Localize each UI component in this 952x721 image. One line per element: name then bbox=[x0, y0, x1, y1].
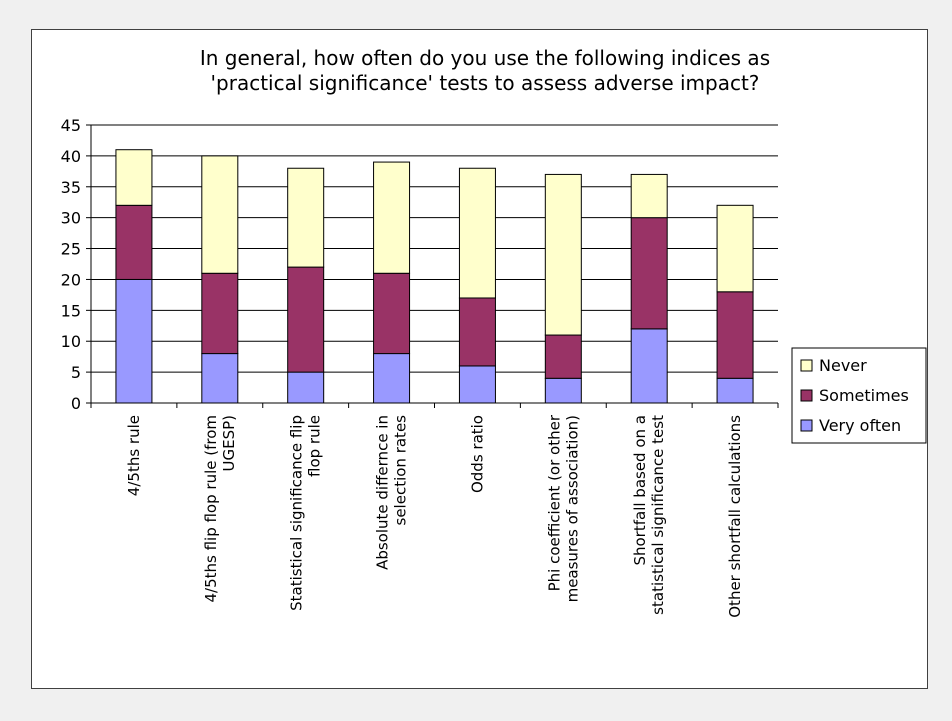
bar-sometimes bbox=[716, 291, 754, 379]
legend-box bbox=[791, 347, 927, 444]
x-category-label: Shortfall based on a bbox=[631, 415, 649, 566]
legend-swatch-never bbox=[800, 359, 813, 372]
y-tick-label: 0 bbox=[71, 394, 81, 413]
chart-area: In general, how often do you use the fol… bbox=[31, 29, 928, 689]
bar-never bbox=[287, 167, 325, 268]
chart-title: In general, how often do you use the fol… bbox=[200, 46, 770, 95]
legend-label: Sometimes bbox=[819, 386, 909, 405]
y-tick-label: 10 bbox=[61, 332, 81, 351]
gridlines bbox=[91, 124, 778, 373]
bar-very-often bbox=[458, 365, 496, 404]
x-category-label: statistical significance test bbox=[649, 415, 667, 615]
axes bbox=[86, 124, 779, 408]
bar-never bbox=[630, 173, 668, 219]
legend-swatch-sometimes bbox=[800, 389, 813, 402]
bar-very-often bbox=[373, 353, 411, 404]
bar-very-often bbox=[716, 377, 754, 404]
x-category-label: selection rates bbox=[392, 415, 410, 526]
x-category-label: UGESP) bbox=[220, 415, 238, 472]
legend-swatch-very-often bbox=[800, 419, 813, 432]
chart-title-line: In general, how often do you use the fol… bbox=[200, 46, 770, 70]
bar-sometimes bbox=[287, 266, 325, 373]
y-tick-label: 20 bbox=[61, 270, 81, 289]
bar-very-often bbox=[630, 328, 668, 404]
bar-sometimes bbox=[201, 272, 239, 355]
bar-very-often bbox=[544, 377, 582, 404]
bar-never bbox=[716, 204, 754, 293]
bar-never bbox=[458, 167, 496, 299]
bar-never bbox=[201, 155, 239, 274]
bar-sometimes bbox=[115, 204, 153, 280]
y-tick-label: 15 bbox=[61, 301, 81, 320]
legend-label: Very often bbox=[819, 416, 901, 435]
bar-never bbox=[544, 173, 582, 336]
bars bbox=[115, 149, 754, 404]
x-category-label: Phi coefficient (or other bbox=[545, 414, 563, 591]
x-category-label: Other shortfall calculations bbox=[726, 415, 744, 618]
x-category-label: Odds ratio bbox=[468, 415, 486, 493]
x-category-label: flop rule bbox=[306, 415, 324, 477]
bar-sometimes bbox=[630, 217, 668, 330]
bar-sometimes bbox=[458, 297, 496, 367]
bar-never bbox=[115, 149, 153, 206]
chart-title-line: 'practical significance' tests to assess… bbox=[211, 71, 760, 95]
y-tick-label: 45 bbox=[61, 116, 81, 135]
bar-never bbox=[373, 161, 411, 274]
bar-very-often bbox=[201, 353, 239, 404]
y-tick-labels: 0 5 10 15 20 25 30 35 40 45 bbox=[61, 116, 81, 413]
y-tick-label: 40 bbox=[61, 147, 81, 166]
bar-sometimes bbox=[373, 272, 411, 355]
y-tick-label: 5 bbox=[71, 363, 81, 382]
y-tick-label: 30 bbox=[61, 209, 81, 228]
chart-svg: In general, how often do you use the fol… bbox=[61, 46, 927, 618]
x-category-label: measures of association) bbox=[563, 415, 581, 602]
x-category-label: 4/5ths rule bbox=[125, 415, 143, 496]
y-tick-label: 25 bbox=[61, 240, 81, 259]
legend: Never Sometimes Very often bbox=[791, 347, 927, 444]
y-tick-label: 35 bbox=[61, 178, 81, 197]
x-category-labels: 4/5ths rule 4/5ths flip flop rule (from UG… bbox=[125, 414, 744, 618]
bar-very-often bbox=[115, 278, 153, 404]
bar-sometimes bbox=[544, 334, 582, 379]
legend-label: Never bbox=[819, 356, 867, 375]
x-category-label: Statistical significance flip bbox=[288, 415, 306, 611]
x-category-label: Absolute differnce in bbox=[374, 415, 392, 570]
bar-very-often bbox=[287, 371, 325, 404]
x-category-label: 4/5ths flip flop rule (from bbox=[202, 415, 220, 603]
